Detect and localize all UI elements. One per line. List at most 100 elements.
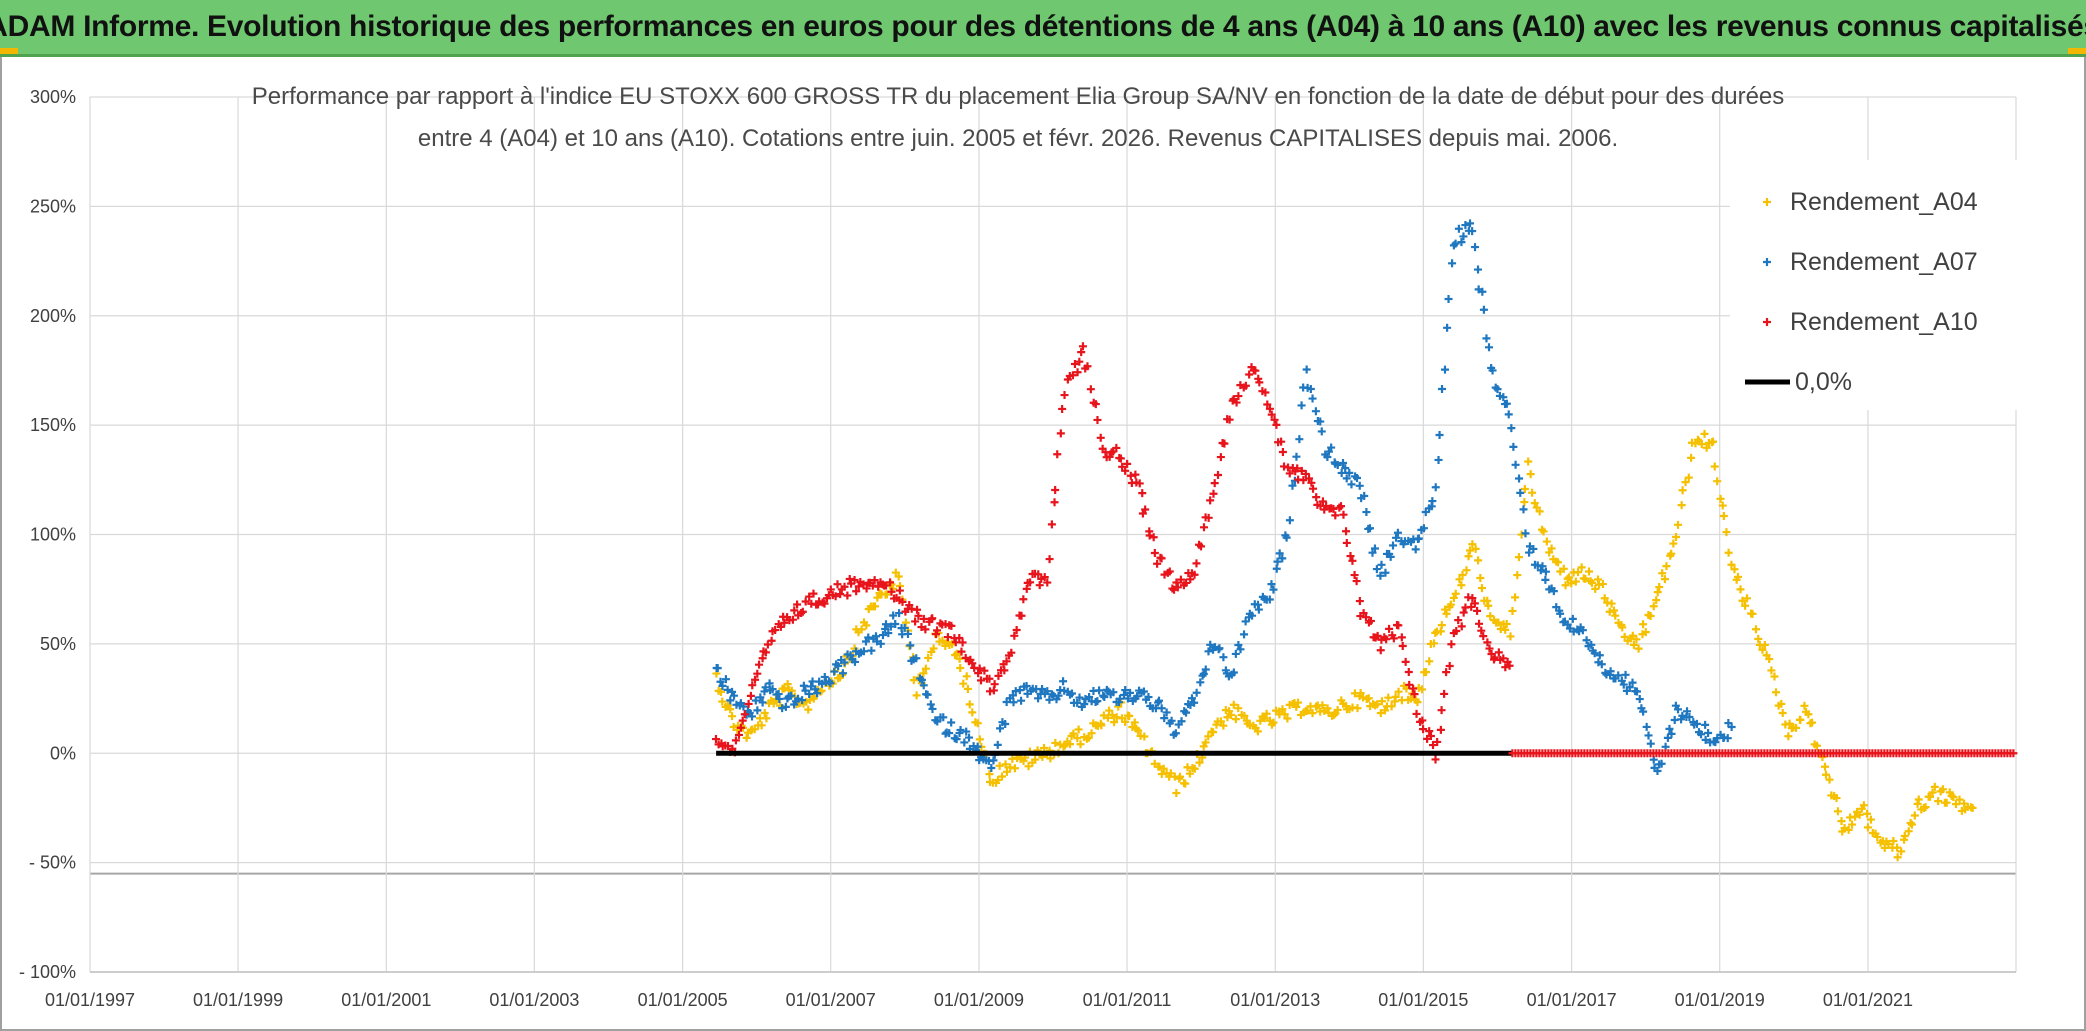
legend-label: 0,0% (1795, 368, 1852, 396)
point-marker (726, 696, 735, 705)
point-marker (960, 738, 969, 747)
point-marker (1837, 817, 1846, 826)
point-marker (882, 620, 891, 629)
point-marker (1425, 727, 1434, 736)
point-marker (1050, 498, 1059, 507)
point-marker (1069, 729, 1078, 738)
point-marker (1026, 578, 1035, 587)
performance-chart: 300% 250% 200% 150% 100% 50% 0% - 50% - 100% 01/… (19, 83, 2030, 1010)
point-marker (1591, 584, 1600, 593)
point-marker (1618, 623, 1627, 632)
x-tick-label: 01/01/2005 (638, 990, 728, 1010)
point-marker (1206, 640, 1215, 649)
point-marker (1641, 628, 1650, 637)
point-marker (1743, 594, 1751, 603)
point-marker (1059, 677, 1068, 686)
point-marker (1900, 832, 1909, 841)
point-marker (1499, 654, 1508, 663)
point-marker (993, 740, 1002, 749)
point-marker (1419, 725, 1428, 734)
banner-accent-left (0, 48, 18, 54)
point-marker (1373, 631, 1382, 640)
point-marker (952, 649, 961, 658)
point-marker (1677, 501, 1686, 510)
point-marker (1299, 476, 1308, 485)
point-marker (1389, 634, 1398, 643)
point-marker (1587, 640, 1596, 649)
point-marker (1076, 740, 1085, 749)
point-marker (1377, 560, 1386, 569)
x-tick-label: 01/01/2015 (1378, 990, 1468, 1010)
point-marker (1662, 562, 1671, 571)
point-marker (1038, 684, 1047, 693)
point-marker (1301, 469, 1310, 478)
point-marker (1471, 544, 1480, 553)
point-marker (1162, 708, 1171, 717)
point-marker (850, 575, 859, 584)
point-marker (1123, 459, 1132, 468)
point-marker (811, 685, 820, 694)
point-marker (817, 686, 826, 695)
point-marker (1446, 600, 1455, 609)
point-marker (1434, 455, 1443, 464)
point-marker (1035, 581, 1044, 590)
point-marker (1195, 758, 1204, 767)
point-marker (1365, 524, 1374, 533)
point-marker (990, 680, 999, 689)
point-marker (1449, 593, 1458, 602)
point-marker (1559, 564, 1568, 573)
point-marker (1225, 415, 1234, 424)
point-marker (1619, 680, 1628, 689)
point-marker (1499, 393, 1508, 402)
point-marker (1017, 696, 1026, 705)
point-marker (1110, 718, 1119, 727)
point-marker (1667, 549, 1676, 558)
point-marker (1719, 512, 1728, 521)
point-marker (1704, 729, 1713, 738)
point-marker (1366, 616, 1375, 625)
point-marker (1669, 539, 1678, 548)
point-marker (1251, 366, 1260, 375)
x-tick-label: 01/01/2017 (1527, 990, 1617, 1010)
point-marker (1832, 794, 1841, 803)
point-marker (947, 718, 956, 727)
point-marker (1639, 707, 1648, 716)
point-marker (1177, 717, 1186, 726)
point-marker (1723, 734, 1732, 743)
point-marker (1160, 714, 1169, 723)
point-marker (1808, 718, 1817, 727)
point-marker (1582, 636, 1591, 645)
point-marker (1907, 820, 1916, 829)
point-marker (1477, 626, 1486, 635)
point-marker (1777, 699, 1786, 708)
point-marker (928, 704, 937, 713)
point-marker (1034, 570, 1043, 579)
point-marker (1307, 478, 1316, 487)
point-marker (1199, 523, 1208, 532)
point-marker (1001, 760, 1010, 769)
point-marker (780, 684, 789, 693)
point-marker (980, 666, 989, 675)
point-marker (1595, 651, 1604, 660)
x-tick-label: 01/01/2007 (786, 990, 876, 1010)
point-marker (1520, 498, 1529, 507)
point-marker (1253, 727, 1262, 736)
point-marker (1419, 524, 1428, 533)
point-marker (1190, 570, 1199, 579)
point-marker (1655, 583, 1664, 592)
point-marker (870, 576, 879, 585)
point-marker (1697, 730, 1706, 739)
point-marker (728, 712, 737, 721)
series-rendement-a07 (712, 219, 1736, 776)
point-marker (1425, 657, 1434, 666)
point-marker (1401, 657, 1410, 666)
y-tick-label: 100% (30, 525, 76, 545)
point-marker (1240, 711, 1249, 720)
point-marker (909, 676, 918, 685)
point-marker (1760, 640, 1769, 649)
point-marker (859, 647, 868, 656)
point-marker (1245, 370, 1254, 379)
point-marker (1125, 711, 1134, 720)
point-marker (926, 700, 935, 709)
point-marker (1140, 732, 1149, 741)
